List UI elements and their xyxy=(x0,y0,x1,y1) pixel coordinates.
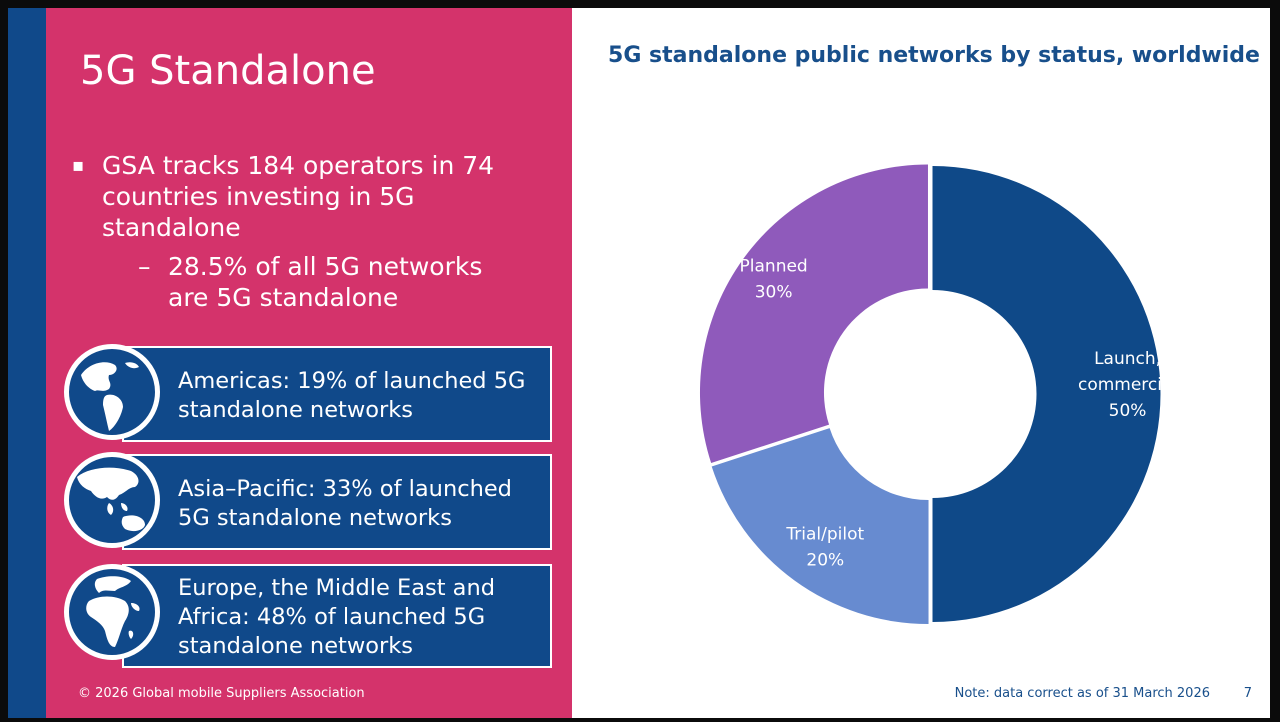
globe-asia-pacific-icon xyxy=(64,452,160,548)
slice-category-label: Trial/pilot xyxy=(785,524,864,544)
region-emea-text: Europe, the Middle East and Africa: 48% … xyxy=(178,575,496,659)
slice-launch-commercial xyxy=(932,166,1161,622)
summary-panel: 5G Standalone ▪ GSA tracks 184 operators… xyxy=(46,8,572,718)
slice-category-label: Planned xyxy=(740,256,808,276)
slice-planned xyxy=(699,164,928,463)
donut-chart: Launch, commercial 50% Trial/pilot 20% Planne… xyxy=(699,164,1178,625)
chart-title: 5G standalone public networks by status,… xyxy=(608,43,1260,68)
copyright-text: © 2026 Global mobile Suppliers Associati… xyxy=(78,686,365,701)
slice-value-label: 20% xyxy=(806,550,844,570)
data-note: Note: data correct as of 31 March 2026 xyxy=(954,686,1210,701)
slide: 5G Standalone ▪ GSA tracks 184 operators… xyxy=(8,8,1270,718)
bullet-main-text: GSA tracks 184 operators in 74 countries… xyxy=(102,151,495,242)
globe-americas-icon xyxy=(64,344,160,440)
slice-value-label: 50% xyxy=(1109,401,1147,421)
bullet-square-icon: ▪ xyxy=(72,155,85,176)
left-accent-bar xyxy=(8,8,46,718)
donut-slices xyxy=(699,164,1161,625)
bullet-sub-text: 28.5% of all 5G networks are 5G standalo… xyxy=(168,252,483,312)
page-number: 7 xyxy=(1243,686,1252,701)
region-asia-pacific-box: Asia–Pacific: 33% of launched 5G standal… xyxy=(122,454,552,550)
slide-title: 5G Standalone xyxy=(80,48,376,94)
donut-labels: Launch, commercial 50% Trial/pilot 20% Planne… xyxy=(740,256,1178,570)
slice-category-label: commercial xyxy=(1078,375,1177,395)
bullet-dash-icon: – xyxy=(138,252,151,281)
region-americas-text: Americas: 19% of launched 5G standalone … xyxy=(178,368,526,423)
slice-value-label: 30% xyxy=(755,282,793,302)
slice-category-label: Launch, xyxy=(1094,349,1161,369)
region-americas-box: Americas: 19% of launched 5G standalone … xyxy=(122,346,552,442)
region-asia-pacific-text: Asia–Pacific: 33% of launched 5G standal… xyxy=(178,476,512,531)
globe-emea-icon xyxy=(64,564,160,660)
slice-trial-pilot xyxy=(711,428,929,625)
region-emea-box: Europe, the Middle East and Africa: 48% … xyxy=(122,564,552,668)
